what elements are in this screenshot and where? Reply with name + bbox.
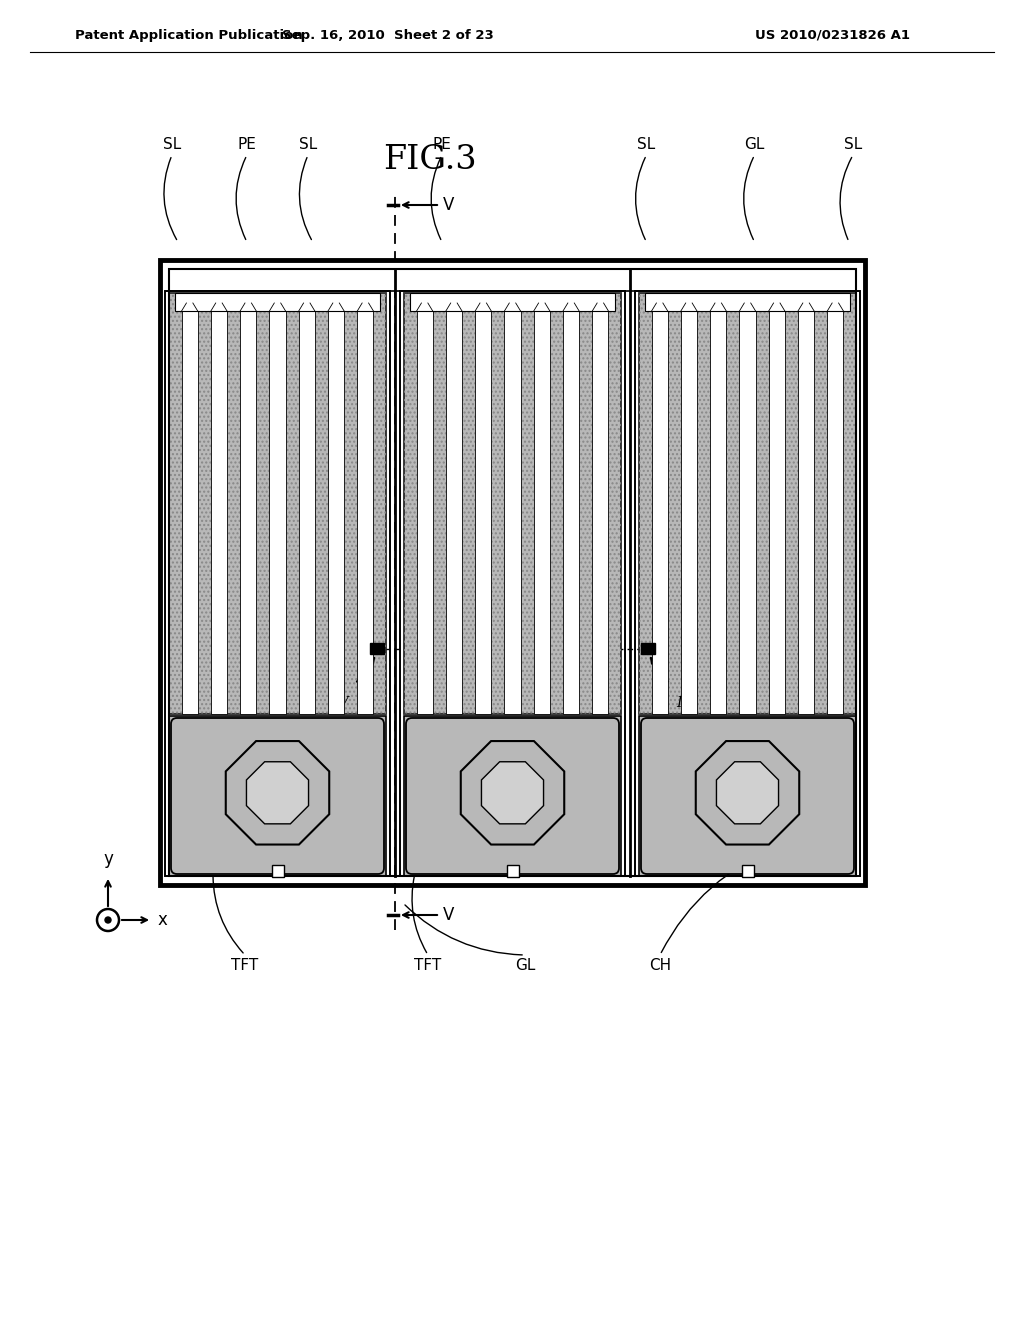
Bar bbox=[175, 293, 380, 312]
Bar bbox=[798, 312, 814, 714]
FancyBboxPatch shape bbox=[171, 718, 384, 874]
Bar bbox=[635, 290, 860, 876]
Bar bbox=[475, 312, 492, 714]
Bar bbox=[651, 312, 668, 714]
Bar bbox=[169, 269, 856, 290]
Bar bbox=[169, 293, 386, 714]
Text: IV: IV bbox=[333, 696, 349, 710]
Bar bbox=[400, 290, 625, 876]
Bar bbox=[827, 312, 844, 714]
Bar bbox=[741, 865, 754, 876]
Bar bbox=[404, 293, 621, 714]
FancyBboxPatch shape bbox=[406, 718, 618, 874]
Bar bbox=[639, 293, 856, 714]
Bar bbox=[169, 269, 856, 876]
Bar bbox=[445, 312, 462, 714]
Text: TFT: TFT bbox=[231, 957, 259, 973]
Bar bbox=[681, 312, 697, 714]
Bar bbox=[711, 312, 726, 714]
Bar bbox=[739, 312, 756, 714]
Polygon shape bbox=[247, 762, 308, 824]
Bar bbox=[165, 290, 390, 876]
Bar bbox=[404, 715, 621, 876]
Bar bbox=[357, 312, 374, 714]
Text: V: V bbox=[443, 906, 455, 924]
Polygon shape bbox=[695, 741, 800, 845]
Text: SL: SL bbox=[637, 137, 655, 152]
Text: TFT: TFT bbox=[415, 957, 441, 973]
Bar bbox=[639, 715, 856, 876]
Bar bbox=[769, 312, 784, 714]
Circle shape bbox=[105, 917, 111, 923]
Polygon shape bbox=[481, 762, 544, 824]
Bar bbox=[181, 312, 198, 714]
Text: SL: SL bbox=[163, 137, 181, 152]
Bar bbox=[507, 865, 518, 876]
Bar bbox=[160, 260, 865, 884]
Text: GL: GL bbox=[744, 137, 765, 152]
Bar bbox=[241, 312, 256, 714]
Polygon shape bbox=[225, 741, 330, 845]
Bar bbox=[404, 293, 621, 714]
Text: y: y bbox=[103, 850, 113, 869]
FancyBboxPatch shape bbox=[641, 718, 854, 874]
Bar bbox=[592, 312, 608, 714]
Bar bbox=[563, 312, 580, 714]
Bar bbox=[328, 312, 344, 714]
Text: x: x bbox=[158, 911, 168, 929]
Bar bbox=[641, 643, 655, 653]
Text: GL: GL bbox=[515, 957, 536, 973]
Bar bbox=[169, 293, 386, 714]
Text: SL: SL bbox=[844, 137, 862, 152]
Bar bbox=[169, 715, 386, 876]
Bar bbox=[505, 312, 520, 714]
Polygon shape bbox=[717, 762, 778, 824]
Bar bbox=[645, 293, 850, 312]
Bar bbox=[269, 312, 286, 714]
Polygon shape bbox=[461, 741, 564, 845]
Bar bbox=[370, 643, 384, 653]
Text: FIG.3: FIG.3 bbox=[383, 144, 477, 176]
Text: SL: SL bbox=[299, 137, 317, 152]
Text: Sep. 16, 2010  Sheet 2 of 23: Sep. 16, 2010 Sheet 2 of 23 bbox=[283, 29, 494, 41]
Text: Patent Application Publication: Patent Application Publication bbox=[75, 29, 303, 41]
Bar bbox=[299, 312, 314, 714]
Bar bbox=[417, 312, 433, 714]
Text: PE: PE bbox=[238, 137, 256, 152]
Text: PE: PE bbox=[432, 137, 452, 152]
Text: IV: IV bbox=[676, 696, 692, 710]
Bar bbox=[639, 293, 856, 714]
Bar bbox=[410, 293, 615, 312]
Bar bbox=[271, 865, 284, 876]
Text: CH: CH bbox=[649, 957, 671, 973]
Bar bbox=[211, 312, 227, 714]
Text: US 2010/0231826 A1: US 2010/0231826 A1 bbox=[755, 29, 910, 41]
Text: V: V bbox=[443, 195, 455, 214]
Bar bbox=[534, 312, 550, 714]
